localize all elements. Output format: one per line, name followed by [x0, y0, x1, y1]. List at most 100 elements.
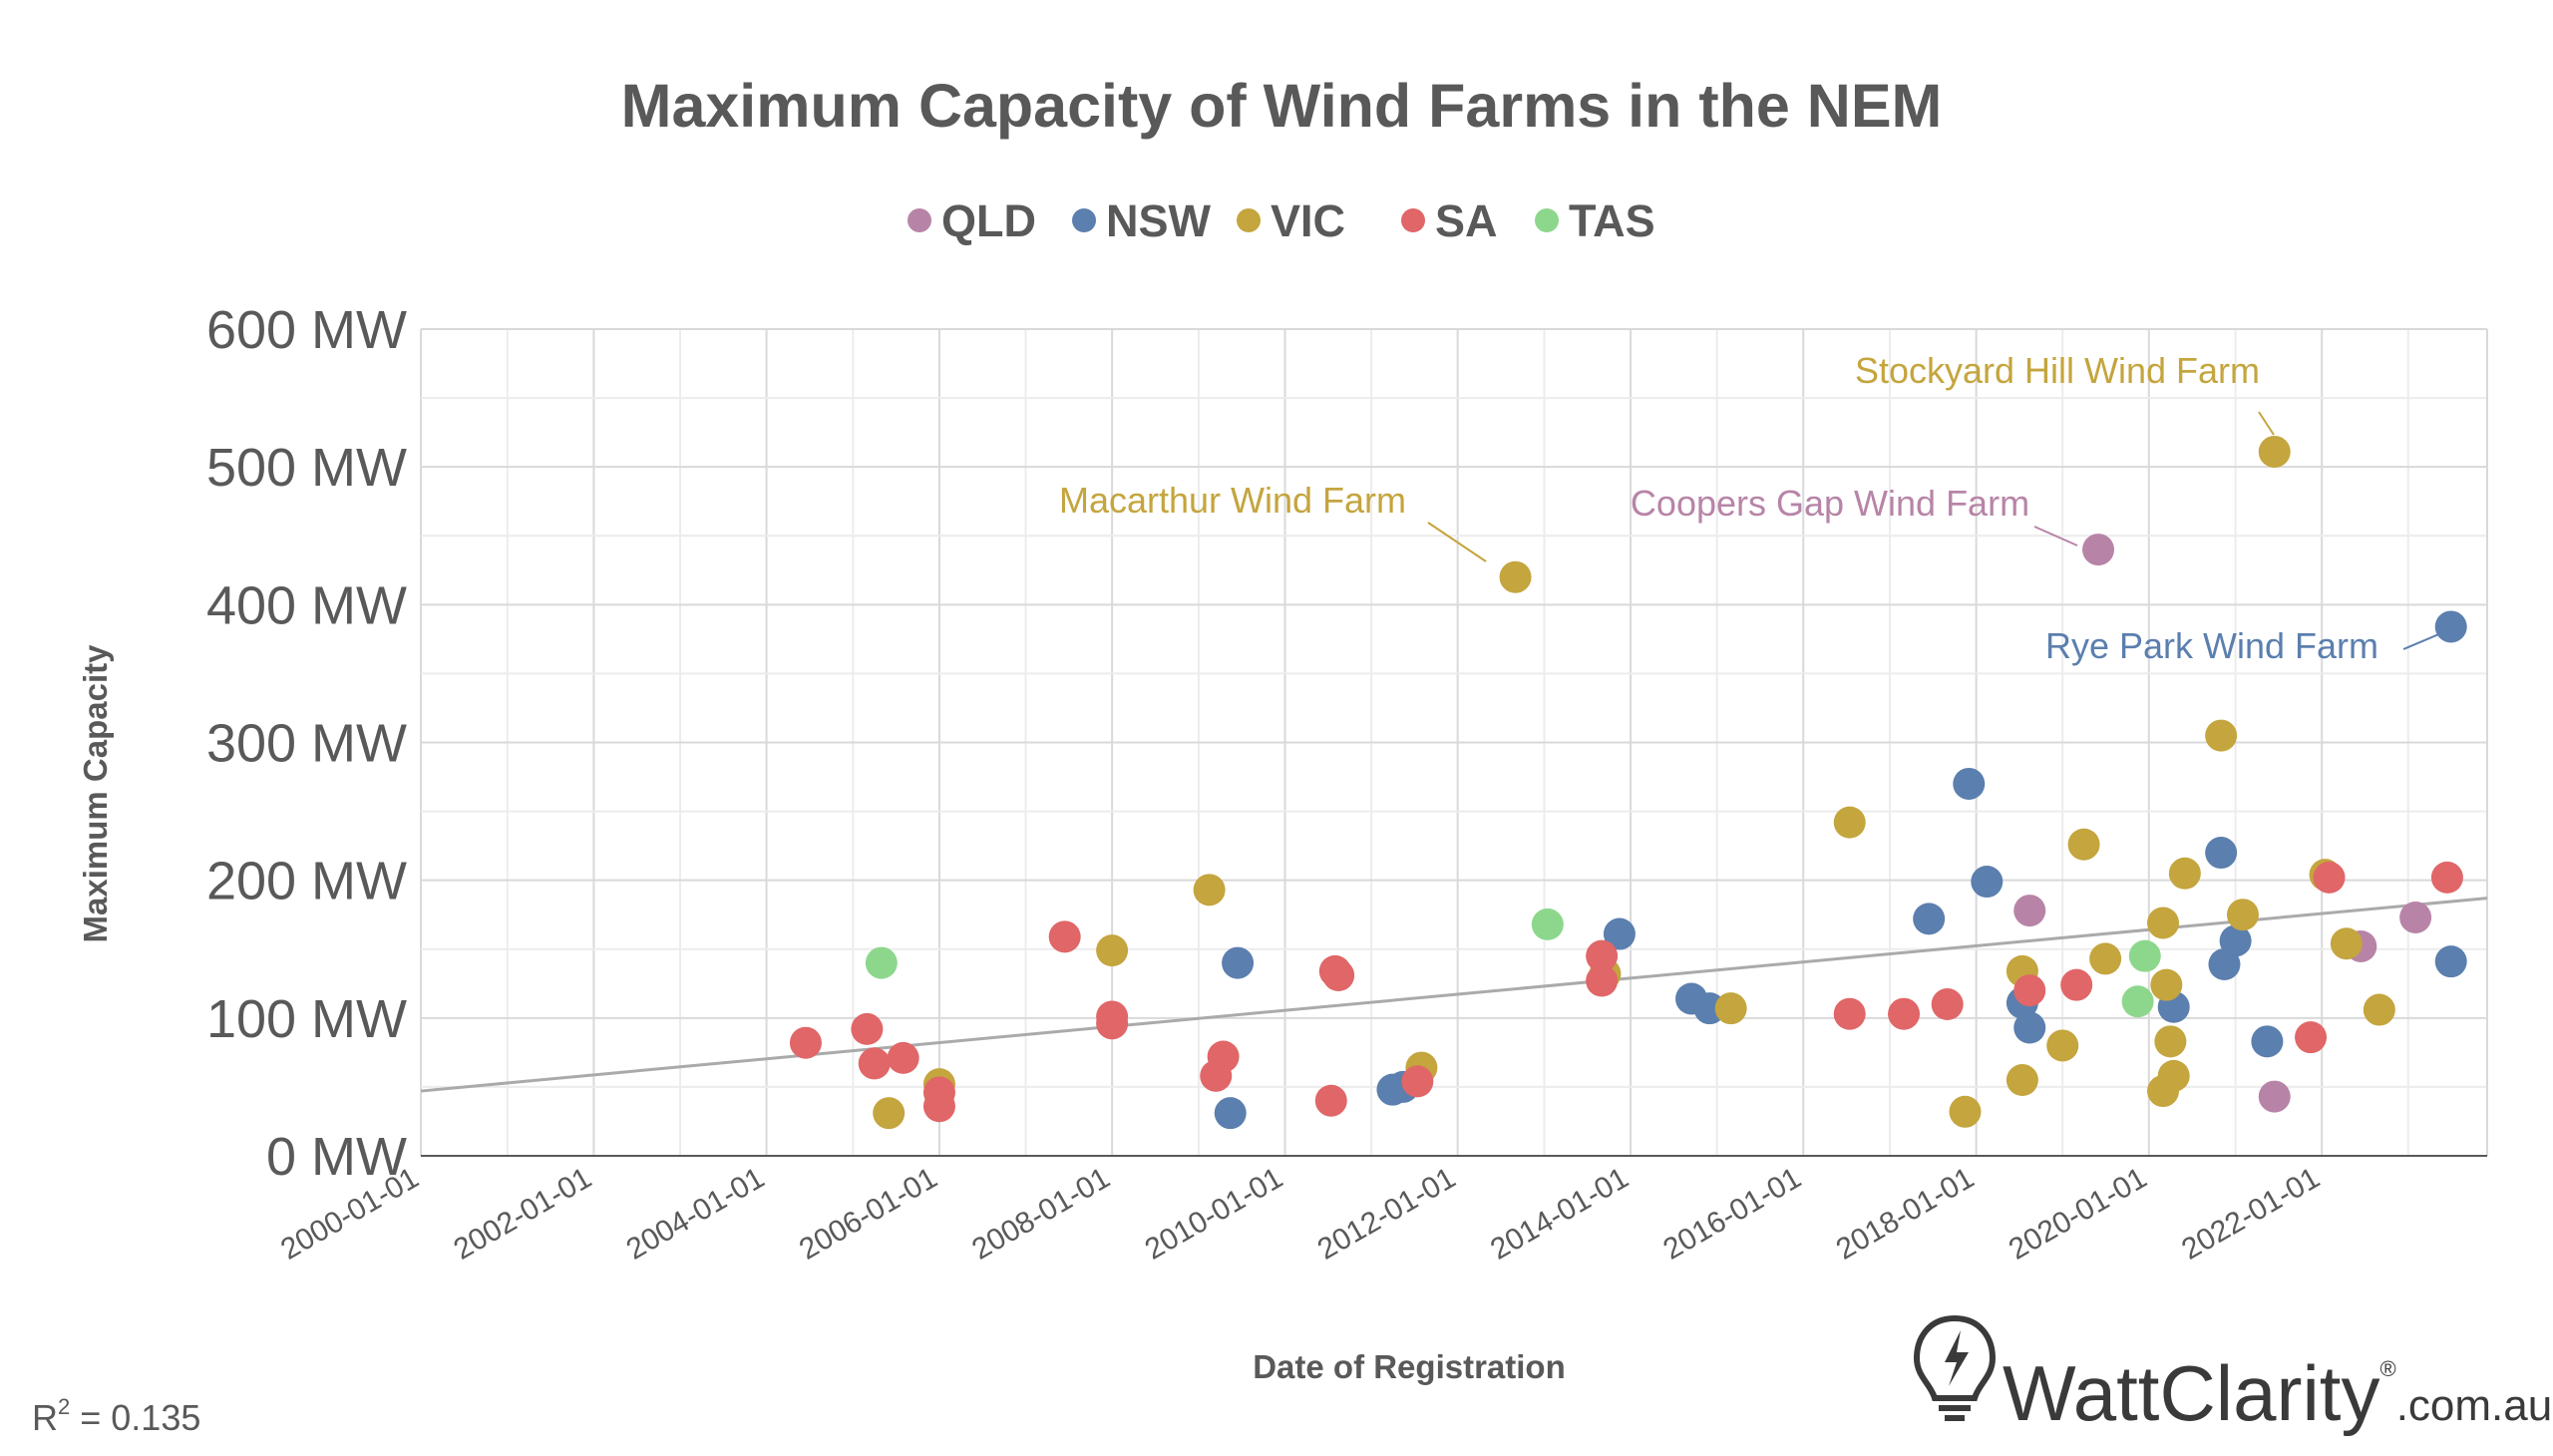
legend-item: VIC: [1237, 195, 1345, 246]
data-point-nsw: [2219, 924, 2252, 957]
legend-item: TAS: [1535, 195, 1655, 246]
legend-marker: [1237, 208, 1261, 232]
data-point-sa: [1207, 1040, 1240, 1073]
data-point-vic: [2330, 927, 2363, 960]
data-point-vic: [1096, 934, 1129, 967]
x-tick-label: 2022-01-01: [2176, 1161, 2325, 1266]
chart-title: Maximum Capacity of Wind Farms in the NE…: [621, 72, 1943, 140]
data-point-nsw: [2434, 610, 2467, 643]
data-point-vic: [1193, 874, 1226, 907]
data-point-sa: [2013, 974, 2046, 1007]
data-point-tas: [2121, 985, 2154, 1018]
data-point-qld: [2082, 534, 2115, 566]
data-point-sa: [887, 1041, 919, 1074]
brand-name: WattClarity®.com.au: [2003, 1349, 2552, 1437]
y-tick-label: 300 MW: [206, 714, 407, 774]
data-point-sa: [1586, 964, 1619, 997]
annotations: Macarthur Wind Farm Coopers Gap Wind Farm…: [1059, 350, 2442, 666]
grid: [420, 328, 2488, 1157]
data-point-nsw: [1953, 767, 1986, 800]
data-point-sa: [922, 1090, 955, 1123]
data-point-nsw: [2013, 1011, 2046, 1044]
legend-label: VIC: [1271, 195, 1345, 246]
r-squared-value: = 0.135: [70, 1397, 200, 1438]
data-point-qld: [2013, 895, 2046, 927]
data-point-vic: [1949, 1095, 1982, 1128]
brand-wordmark: WattClarity: [2003, 1349, 2379, 1437]
legend-marker: [908, 208, 931, 232]
data-point-vic: [873, 1097, 906, 1130]
data-point-nsw: [2251, 1025, 2284, 1058]
lightbulb-bolt-icon: [1913, 1314, 1997, 1421]
data-point-sa: [1401, 1065, 1434, 1098]
y-tick-label: 400 MW: [206, 575, 407, 635]
brand-suffix: .com.au: [2396, 1381, 2553, 1430]
legend-item: QLD: [908, 195, 1036, 246]
data-point-sa: [2295, 1021, 2328, 1054]
data-point-vic: [2147, 907, 2180, 939]
annotation: Stockyard Hill Wind Farm: [1855, 350, 2275, 436]
x-tick-label: 2002-01-01: [448, 1161, 596, 1266]
data-point-sa: [2430, 861, 2463, 894]
annotation-label: Rye Park Wind Farm: [2045, 625, 2378, 666]
legend-label: QLD: [941, 195, 1036, 246]
y-tick-label: 100 MW: [206, 989, 407, 1049]
data-point-sa: [1833, 997, 1866, 1030]
data-point-sa: [789, 1026, 822, 1059]
annotation: Coopers Gap Wind Farm: [1631, 483, 2078, 546]
data-point-tas: [1531, 908, 1564, 940]
annotation: Rye Park Wind Farm: [2045, 625, 2442, 666]
x-tick-label: 2006-01-01: [794, 1161, 942, 1266]
brand-logo: WattClarity®.com.au: [1913, 1314, 2552, 1437]
data-point-sa: [858, 1047, 891, 1080]
annotation-label: Macarthur Wind Farm: [1059, 480, 1406, 521]
data-point-sa: [1931, 988, 1964, 1021]
data-point-nsw: [1222, 946, 1255, 979]
data-point-tas: [2128, 939, 2161, 972]
x-tick-label: 2016-01-01: [1657, 1161, 1806, 1266]
legend-label: NSW: [1106, 195, 1212, 246]
x-tick-label: 2012-01-01: [1312, 1161, 1461, 1266]
data-point-vic: [2363, 993, 2395, 1026]
data-point-vic: [2046, 1029, 2079, 1062]
x-tick-label: 2014-01-01: [1485, 1161, 1634, 1266]
x-axis-ticks: 2000-01-01 2002-01-01 2004-01-01 2006-01-01…: [275, 1161, 2326, 1266]
data-point-vic: [1833, 806, 1866, 839]
data-point-vic: [2067, 828, 2100, 861]
data-point-sa: [851, 1012, 884, 1045]
legend-label: TAS: [1569, 195, 1655, 246]
y-axis-ticks: 0 MW 100 MW 200 MW 300 MW 400 MW 500 MW 600 MW: [206, 300, 407, 1187]
data-point-vic: [2150, 968, 2183, 1001]
data-point-nsw: [1214, 1097, 1247, 1130]
legend-marker: [1401, 208, 1425, 232]
x-tick-label: 2020-01-01: [2004, 1161, 2152, 1266]
trendline: [420, 897, 2488, 1093]
data-point-vic: [2226, 899, 2259, 931]
data-point-vic: [2258, 435, 2291, 468]
data-point-sa: [1048, 920, 1081, 953]
data-point-sa: [1586, 939, 1619, 972]
data-point-vic: [1499, 560, 1532, 593]
data-point-qld: [2399, 901, 2432, 933]
r-squared-prefix: R: [32, 1397, 58, 1438]
brand-registered: ®: [2379, 1356, 2395, 1381]
data-point-tas: [865, 946, 898, 979]
annotation-leader: [2402, 632, 2442, 650]
y-tick-label: 200 MW: [206, 852, 407, 911]
data-point-qld: [2258, 1080, 2291, 1113]
data-point-sa: [1322, 959, 1355, 992]
data-point-nsw: [2205, 837, 2238, 870]
r-squared-sup: 2: [58, 1394, 70, 1419]
data-point-nsw: [2434, 945, 2467, 978]
annotation: Macarthur Wind Farm: [1059, 480, 1487, 562]
data-point-sa: [2313, 861, 2346, 894]
legend: QLD NSW VIC SA TAS: [908, 195, 1655, 246]
data-point-nsw: [1913, 903, 1946, 935]
r-squared-label: R2 = 0.135: [32, 1394, 200, 1438]
data-points: [789, 435, 2467, 1130]
x-tick-label: 2004-01-01: [621, 1161, 770, 1266]
data-point-sa: [2060, 968, 2093, 1001]
data-point-vic: [2157, 1059, 2190, 1092]
data-point-vic: [2006, 1064, 2038, 1097]
